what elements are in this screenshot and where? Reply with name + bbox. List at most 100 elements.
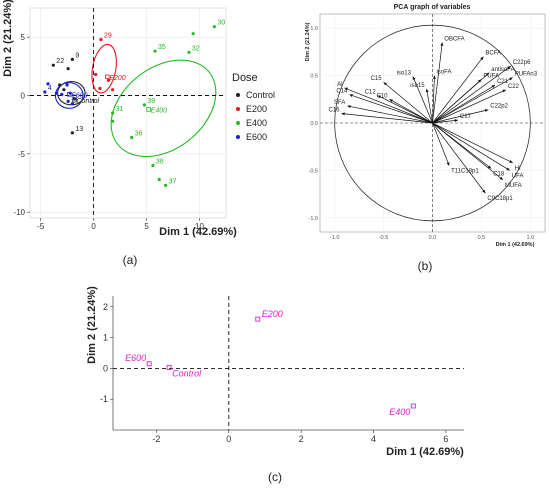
y-tick-label: 0.5 — [310, 74, 318, 80]
x-tick-label: 2 — [299, 434, 304, 444]
point-label: 35 — [158, 44, 166, 51]
centroid-label: E600 — [71, 92, 87, 99]
variable-label: iso13 — [397, 71, 412, 77]
arrow-head — [482, 189, 486, 194]
legend-label-control: Control — [246, 90, 275, 100]
y-tick-label: 1.0 — [310, 26, 318, 32]
variable-label: Al — [337, 82, 342, 88]
dose-centroid-e600 — [146, 361, 152, 367]
x-tick-label: 0 — [91, 222, 96, 231]
x-tick-label: 0.0 — [429, 235, 437, 241]
x-tick-label: 10 — [195, 222, 204, 231]
arrow-head — [347, 105, 351, 109]
arrow-head — [502, 89, 506, 93]
variable-arrow-c14 — [349, 94, 433, 124]
legend-marker-e600 — [236, 135, 240, 139]
variable-arrow-pufa — [432, 79, 482, 124]
arrow-head — [506, 167, 510, 171]
variable-label: isoFA — [436, 70, 451, 76]
panel-a-zero-lines — [30, 8, 226, 218]
panel-c-xlabel: Dim 1 (42.69%) — [386, 446, 464, 458]
point-label: 39 — [147, 98, 155, 105]
y-tick-label: 0 — [103, 363, 108, 373]
variable-arrow-t11c18p1 — [432, 122, 450, 166]
variable-label: C22 — [508, 84, 520, 90]
data-point-control — [70, 131, 74, 135]
data-point-e200 — [106, 78, 110, 82]
point-label: 4 — [48, 85, 52, 92]
variable-label: C21 — [497, 79, 509, 85]
x-tick-label: 5 — [144, 222, 149, 231]
variable-label: C22p6 — [513, 60, 531, 66]
point-label: 36 — [135, 131, 143, 138]
variable-label: C18 — [493, 171, 505, 177]
panel-b-xlabel: Dim 1 (42.69%) — [496, 242, 535, 248]
data-point-e600 — [46, 82, 50, 86]
variable-label: C12 — [365, 90, 377, 96]
variable-arrow-obcfa — [432, 42, 443, 124]
variable-label: antisoFA — [491, 67, 514, 73]
centroid-marker-e600 — [67, 92, 72, 97]
arrow-head — [446, 162, 450, 166]
dose-centroid-e200 — [255, 316, 261, 322]
arrow-head — [454, 118, 458, 123]
point-label: 13 — [75, 126, 83, 133]
dose-label: E600 — [125, 353, 146, 363]
variable-arrow-mufa — [432, 122, 504, 181]
data-point-e200 — [111, 88, 115, 92]
data-point-e400 — [153, 49, 157, 53]
panel-b-ylabel: Dim 2 (21.24%) — [305, 22, 311, 61]
variable-label: T11C18p1 — [451, 169, 479, 175]
point-label: 31 — [116, 106, 124, 113]
variable-label: C9C18p1 — [487, 196, 513, 202]
x-tick-label: 0 — [226, 434, 231, 444]
data-point-e400 — [187, 50, 191, 54]
data-point-e600 — [60, 92, 64, 96]
legend-marker-e200 — [236, 107, 240, 111]
panel-a-xlabel: Dim 1 (42.69%) — [159, 226, 237, 238]
data-point-control — [66, 67, 70, 71]
legend-marker-control — [236, 93, 240, 97]
arrow-head — [480, 56, 484, 61]
data-point-control — [58, 83, 62, 87]
variable-label: C10 — [376, 93, 388, 99]
variable-arrow-c22p2 — [432, 109, 489, 124]
variable-arrow-c16 — [341, 113, 433, 124]
data-point-e400 — [151, 163, 155, 168]
data-point-e200 — [98, 86, 102, 91]
variable-arrow-isofa — [432, 75, 435, 124]
panel-b-label: (b) — [418, 259, 433, 273]
panel-a-ticks: -5 0 5 10 -10 -5 0 5 — [13, 33, 204, 231]
variable-label: SFA — [334, 100, 345, 106]
variable-label: MUFA — [505, 183, 522, 189]
x-tick-label: -5 — [37, 222, 45, 231]
variable-arrow-al — [344, 87, 433, 124]
arrow-head — [485, 72, 490, 76]
data-point-control — [70, 57, 74, 61]
dose-centroid-e400 — [410, 403, 416, 409]
data-point-e400 — [142, 103, 147, 107]
variable-arrow-pufan3 — [432, 77, 513, 124]
point-label: 32 — [192, 45, 200, 52]
data-point-e400 — [157, 177, 161, 182]
arrow-head — [484, 108, 489, 112]
data-point-e400 — [164, 183, 168, 187]
data-point-e400 — [130, 135, 134, 140]
panel-c-ticks: -2 0 2 4 6 -1 0 1 2 — [100, 302, 448, 444]
panel-b-title: PCA graph of variables — [394, 4, 471, 11]
variable-label: HI — [515, 166, 521, 172]
data-point-e600 — [70, 102, 74, 106]
panel-b: PCA graph of variables OBCFA BCFA antisoFA… — [305, 4, 546, 273]
arrow-head — [425, 88, 429, 93]
arrow-head — [487, 165, 492, 169]
x-tick-label: -2 — [152, 434, 160, 444]
data-point-e600 — [65, 83, 69, 87]
panel-a-label: (a) — [123, 253, 138, 267]
panel-c-ylabel: Dim 2 (21.24%) — [86, 286, 98, 364]
panel-c-points: E200 E600 Control E400 — [125, 309, 416, 417]
centroid-marker-control — [72, 97, 77, 103]
centroid-label: E200 — [109, 75, 125, 82]
variable-arrow-c10 — [389, 98, 433, 124]
data-point-e400 — [111, 119, 115, 123]
